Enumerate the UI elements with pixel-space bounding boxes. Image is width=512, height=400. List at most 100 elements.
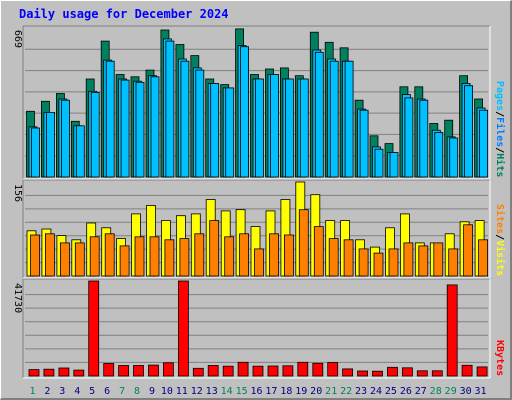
sites-bar <box>328 238 339 277</box>
pages-bar <box>240 46 250 178</box>
day-label: 7 <box>119 386 125 397</box>
sites-bar <box>373 252 384 277</box>
day-label: 17 <box>265 386 277 397</box>
sites-bar <box>239 233 250 277</box>
day-label: 2 <box>44 386 50 397</box>
day-label: 13 <box>206 386 218 397</box>
day-label: 10 <box>161 386 173 397</box>
sites-bar <box>403 242 414 277</box>
sites-bar <box>164 239 175 277</box>
pages-bar <box>150 76 160 178</box>
sites-bar <box>74 242 85 277</box>
pages-bar <box>61 99 70 178</box>
day-label: 29 <box>445 386 457 397</box>
day-label: 1 <box>29 386 35 397</box>
legend-item: / <box>494 147 505 153</box>
pages-bar <box>374 148 384 178</box>
pages-bar <box>90 92 100 178</box>
pages-bar <box>314 51 324 178</box>
legend-item: / <box>494 234 505 240</box>
sites-bar <box>194 233 205 277</box>
pages-bar <box>299 78 309 178</box>
kbytes-bar <box>312 362 324 377</box>
kbytes-bar <box>461 364 473 377</box>
sites-bar <box>313 226 324 277</box>
kbytes-bar <box>282 365 294 377</box>
pages-bar <box>225 87 235 178</box>
sites-bar <box>45 233 55 277</box>
day-label: 18 <box>280 386 292 397</box>
kbytes-bar <box>267 365 279 377</box>
day-label: 14 <box>221 386 233 397</box>
legend-item: Hits <box>494 153 506 177</box>
legend-text: KBytes <box>494 340 505 376</box>
day-label: 12 <box>191 386 203 397</box>
sites-bar <box>269 233 279 277</box>
pages-bar <box>135 81 145 178</box>
day-label: 11 <box>176 386 188 397</box>
kbytes-bar <box>446 284 458 377</box>
pages-bar <box>31 127 40 178</box>
kbytes-bar <box>43 368 55 377</box>
pages-bar <box>389 152 399 178</box>
day-label: 28 <box>430 386 442 397</box>
panel-bg <box>23 279 490 378</box>
kbytes-bar <box>357 370 369 377</box>
sites-bar <box>388 248 399 277</box>
kbytes-bar <box>148 364 159 377</box>
legend-item: Sites <box>494 204 506 234</box>
kbytes-bar <box>162 362 174 377</box>
pages-bar <box>344 60 354 178</box>
day-label: 5 <box>89 386 95 397</box>
sites-bar <box>119 245 130 277</box>
pages-bar <box>404 97 414 178</box>
kbytes-bar <box>327 362 339 377</box>
chart-title: Daily usage for December 2024 <box>19 7 229 21</box>
pages-bar <box>46 112 55 178</box>
pages-bar <box>120 79 130 178</box>
sites-bar <box>179 238 190 277</box>
kbytes-bar <box>118 365 129 377</box>
sites-bar <box>463 224 474 277</box>
day-label: 21 <box>325 386 337 397</box>
day-label: 6 <box>104 386 110 397</box>
sites-bar <box>89 236 100 277</box>
day-label: 23 <box>355 386 367 397</box>
pages-bar <box>329 60 339 178</box>
legend-text: Pages/Files/Hits <box>494 81 506 177</box>
pages-bar <box>210 83 220 178</box>
kbytes-bar <box>342 368 354 377</box>
legend-item: / <box>494 111 505 117</box>
kbytes-bar <box>133 365 144 377</box>
day-label: 25 <box>385 386 397 397</box>
legend-item: KBytes <box>494 340 505 376</box>
sites-bar <box>433 242 444 277</box>
kbytes-bar <box>177 280 189 377</box>
sites-bar <box>209 220 220 277</box>
kbytes-bar <box>237 361 249 377</box>
day-label: 19 <box>295 386 307 397</box>
day-label: 30 <box>460 386 472 397</box>
day-label: 9 <box>149 386 155 397</box>
day-label: 4 <box>74 386 80 397</box>
day-label: 27 <box>415 386 427 397</box>
pages-bar <box>284 78 294 178</box>
day-label: 15 <box>236 386 248 397</box>
sites-bar <box>134 236 145 277</box>
pages-bar <box>75 125 85 178</box>
kbytes-bar <box>252 365 264 377</box>
day-label: 22 <box>340 386 352 397</box>
y-max-label: 41730 <box>12 283 23 313</box>
day-label: 3 <box>59 386 65 397</box>
pages-bar <box>180 60 190 178</box>
sites-bar <box>478 239 489 277</box>
day-label: 26 <box>400 386 412 397</box>
kbytes-bar <box>416 370 428 377</box>
kbytes-bar <box>297 361 309 377</box>
legend-item: Pages <box>494 81 505 111</box>
pages-bar <box>195 69 205 178</box>
pages-bar <box>105 60 115 178</box>
kbytes-bar <box>401 367 413 377</box>
sites-bar <box>60 242 70 277</box>
kbytes-bar <box>207 365 219 377</box>
